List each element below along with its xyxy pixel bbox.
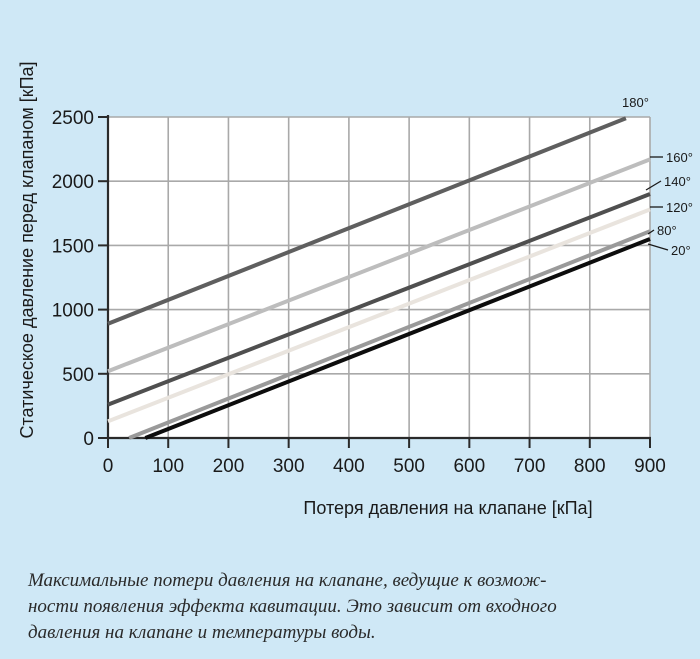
y-tick-label: 2000 — [52, 172, 94, 193]
y-tick-label: 1000 — [52, 301, 94, 322]
series-label-leader — [647, 229, 655, 235]
series-label: 20° — [671, 243, 691, 258]
x-tick-label: 600 — [453, 456, 485, 477]
series-line — [107, 192, 651, 407]
y-tick-label: 0 — [83, 429, 94, 450]
series-label: 120° — [666, 200, 693, 215]
caption-line: ности появления эффекта кавитации. Это з… — [28, 596, 557, 617]
series-line — [107, 157, 651, 374]
chart: 0 100 200 300 400 500 600 700 800 900 0 500 1000 1500… — [17, 61, 693, 518]
series-label-leader — [647, 243, 669, 251]
series-line — [107, 116, 627, 326]
series-labels: 180° 160° 140° 120° 80° 20° — [622, 95, 693, 258]
chart-svg: 0 100 200 300 400 500 600 700 800 900 0 500 1000 1500… — [17, 61, 693, 518]
caption-line: Максимальные потери давления на клапане,… — [28, 570, 547, 591]
grid — [108, 116, 651, 438]
x-tick-label: 800 — [574, 456, 606, 477]
x-tick-label: 200 — [213, 456, 245, 477]
series-label-leader — [645, 180, 662, 191]
x-tick-label: 0 — [103, 456, 114, 477]
series-label: 160° — [666, 150, 693, 165]
series-line — [144, 237, 651, 440]
y-tick-label: 2500 — [52, 108, 94, 129]
ticks: 0 100 200 300 400 500 600 700 800 900 0 500 1000 1500… — [52, 108, 666, 477]
figure-caption: Максимальные потери давления на клапане,… — [28, 568, 678, 646]
series-lines — [107, 116, 651, 440]
series-label: 180° — [622, 95, 649, 110]
y-tick-label: 1500 — [52, 236, 94, 257]
series-line — [128, 229, 651, 440]
axes — [106, 115, 651, 440]
x-tick-label: 100 — [152, 456, 184, 477]
x-tick-label: 500 — [393, 456, 425, 477]
series-line — [107, 207, 651, 424]
series-label: 80° — [657, 223, 677, 238]
x-tick-label: 900 — [634, 456, 666, 477]
series-label: 140° — [664, 174, 691, 189]
x-axis-title: Потеря давления на клапане [кПа] — [303, 498, 592, 518]
x-tick-label: 400 — [333, 456, 365, 477]
y-tick-label: 500 — [62, 365, 94, 386]
x-tick-label: 300 — [273, 456, 305, 477]
x-tick-label: 700 — [514, 456, 546, 477]
caption-line: давления на клапане и температуры воды. — [28, 622, 376, 643]
y-axis-title: Статическое давление перед клапаном [кПа… — [17, 61, 37, 438]
